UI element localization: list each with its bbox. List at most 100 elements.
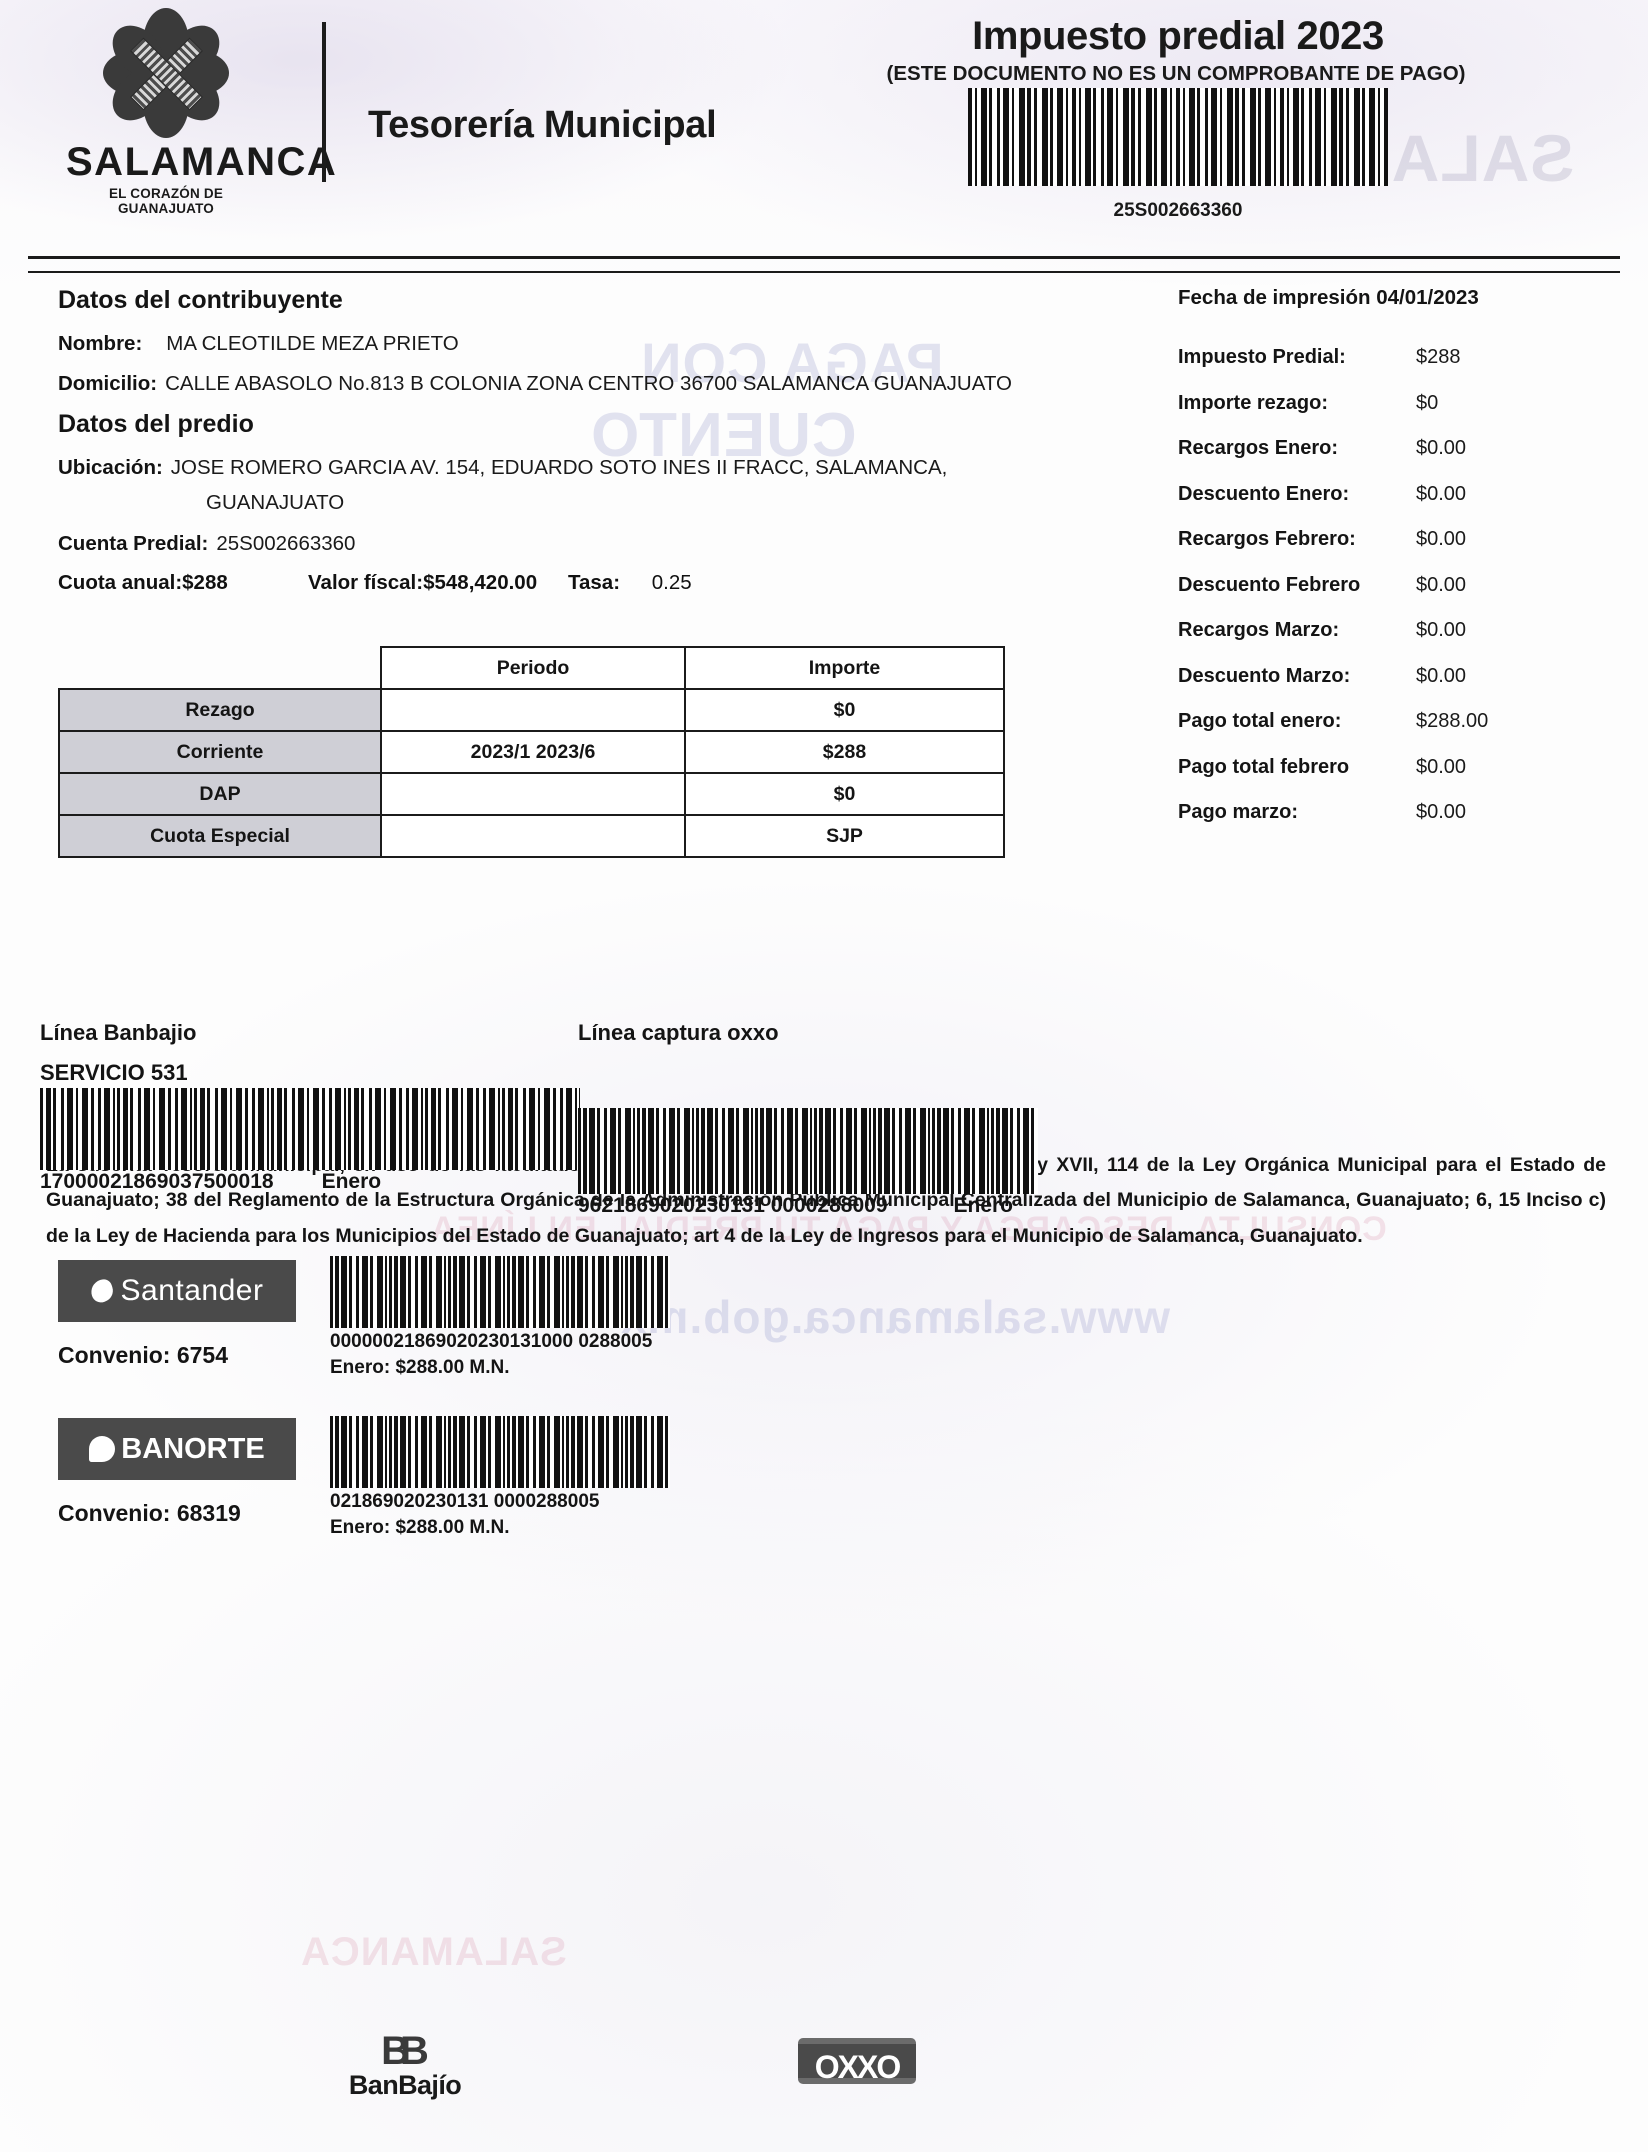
document-header: SALAMANCA EL CORAZÓN DE GUANAJUATO Tesor… [0,0,1648,221]
summary-row-label: Impuesto Predial: [1178,346,1346,368]
banbajio-barcode [40,1088,580,1170]
summary-row-amount: $0.00 [1416,528,1467,550]
oxxo-barcode-number: 9621869020230131 0000288009 [578,1194,888,1217]
oxxo-logo-icon: OXXO [798,2038,916,2085]
summary-row: Recargos Enero: $0.00 [1178,437,1608,460]
department-title: Tesorería Municipal [368,104,717,146]
table-cell-importe: $0 [684,688,1005,732]
table-cell-concept: Cuota Especial [58,814,382,858]
property-location-value-line2: GUANAJUATO [206,490,345,514]
property-account-label: Cuenta Predial: [58,531,209,555]
banorte-barcode-block: 021869020230131 0000288005 Enero: $288.0… [330,1416,670,1539]
bleed-salamanca-bottom: SALAMANCA [300,1930,567,1974]
banorte-payment-block: BANORTE Convenio: 68319 [58,1418,296,1527]
property-location-label: Ubicación: [58,456,163,480]
summary-row-amount: $0.00 [1416,801,1467,823]
oxxo-payment-block: Línea captura oxxo 9621869020230131 0000… [578,1020,1238,1218]
santander-logo: Santander [58,1260,296,1322]
banorte-barcode [330,1416,670,1488]
santander-logo-name: Santander [120,1274,264,1307]
table-header-importe: Importe [684,646,1005,690]
summary-row: Pago marzo: $0.00 [1178,801,1608,824]
header-rule-top [28,256,1620,259]
table-cell-periodo: 2023/1 2023/6 [380,730,686,774]
summary-row-label: Descuento Enero: [1178,482,1350,505]
summary-row-amount: $0.00 [1416,573,1467,596]
table-row: DAP $0 [58,772,1005,816]
summary-row: Descuento Febrero $0.00 [1178,574,1608,597]
summary-rows-container: Impuesto Predial: $288 Importe rezago: $… [1178,346,1608,824]
banbajio-payment-block: Línea Banbajio SERVICIO 531 170000218690… [40,1020,600,1194]
summary-row-label: Descuento Febrero [1178,573,1361,596]
periodo-importe-table: Periodo Importe Rezago $0 Corriente 2023… [58,646,1005,858]
annual-fee-label: Cuota anual: [58,570,183,594]
table-header-periodo: Periodo [380,646,686,690]
santander-payment-block: Santander Convenio: 6754 [58,1260,296,1369]
summary-row: Impuesto Predial: $288 [1178,346,1608,369]
property-account-value: 25S002663360 [216,531,356,555]
taxpayer-address-value: CALLE ABASOLO No.813 B COLONIA ZONA CENT… [165,371,1012,395]
santander-amount-line: Enero: $288.00 M.N. [330,1357,510,1378]
taxpayer-address-label: Domicilio: [58,371,158,395]
summary-row-label: Importe rezago: [1178,391,1329,414]
annual-fee-value: $288 [182,570,228,594]
taxpayer-name-value: MA CLEOTILDE MEZA PRIETO [166,332,459,355]
property-account-row: Cuenta Predial: 25S002663360 [58,531,1138,557]
summary-row-label: Descuento Marzo: [1178,664,1351,687]
summary-row: Recargos Febrero: $0.00 [1178,528,1608,551]
account-barcode-number: 25S002663360 [1113,200,1243,221]
table-row: Corriente 2023/1 2023/6 $288 [58,730,1005,774]
summary-row-amount: $288 [1416,346,1461,368]
table-cell-periodo [380,772,686,816]
santander-flame-icon [87,1277,116,1305]
santander-convenio: Convenio: 6754 [58,1342,228,1368]
table-row: Rezago $0 [58,688,1005,732]
fiscal-value-label: Valor físcal: [308,570,424,594]
summary-row-label: Recargos Enero: [1178,437,1339,459]
summary-row-amount: $0.00 [1416,619,1467,641]
banbajio-barcode-number: 17000021869037500018 [40,1170,274,1193]
banbajio-mark-icon: BB [381,2029,429,2073]
property-location-value: JOSE ROMERO GARCIA AV. 154, EDUARDO SOTO… [170,456,948,480]
table-header-blank [59,647,381,689]
table-header-row: Periodo Importe [59,646,1005,690]
header-divider [322,22,326,182]
table-cell-concept: Corriente [58,730,382,774]
banbajio-servicio-label: SERVICIO 531 [40,1060,188,1085]
taxpayer-name-row: Nombre: MA CLEOTILDE MEZA PRIETO [58,331,1138,357]
page-title: Impuesto predial 2023 [972,14,1384,58]
summary-row-label: Pago marzo: [1178,801,1299,823]
summary-row: Recargos Marzo: $0.00 [1178,619,1608,642]
taxpayer-name-label: Nombre: [58,332,143,355]
crest-x-icon [129,36,203,111]
banorte-amount-line: Enero: $288.00 M.N. [330,1517,510,1538]
taxpayer-section-title: Datos del contribuyente [58,286,343,314]
fiscal-value-value: $548,420.00 [423,570,538,594]
summary-row: Pago total enero: $288.00 [1178,710,1608,733]
santander-barcode [330,1256,670,1328]
property-location-row: Ubicación: JOSE ROMERO GARCIA AV. 154, E… [58,455,1138,481]
property-fee-row: Cuota anual:$288 Valor físcal:$548,420.0… [58,571,1138,595]
oxxo-barcode [578,1108,1038,1194]
summary-panel: Fecha de impresión 04/01/2023 Impuesto P… [1178,286,1608,847]
oxxo-line-label: Línea captura oxxo [578,1020,779,1045]
table-cell-concept: DAP [58,772,382,816]
banbajio-logo: BB BanBajío [340,2031,470,2101]
salamanca-crest-icon [101,8,231,138]
summary-row-amount: $0 [1416,391,1439,414]
header-rule-bottom [28,271,1620,273]
summary-row: Descuento Enero: $0.00 [1178,483,1608,506]
summary-row: Descuento Marzo: $0.00 [1178,665,1608,688]
summary-row-amount: $288.00 [1416,710,1489,732]
property-section-title: Datos del predio [58,410,254,439]
banorte-convenio: Convenio: 68319 [58,1500,241,1526]
banorte-logo-name: BANORTE [121,1432,265,1465]
summary-row-amount: $0.00 [1416,437,1467,459]
summary-row-label: Recargos Marzo: [1178,619,1340,641]
table-cell-periodo [380,688,686,732]
rate-label: Tasa: [568,570,621,594]
banbajio-logo-name: BanBajío [348,2070,462,2100]
santander-barcode-block: 00000021869020230131000 0288005 Enero: $… [330,1256,670,1379]
summary-row-amount: $0.00 [1416,664,1467,687]
